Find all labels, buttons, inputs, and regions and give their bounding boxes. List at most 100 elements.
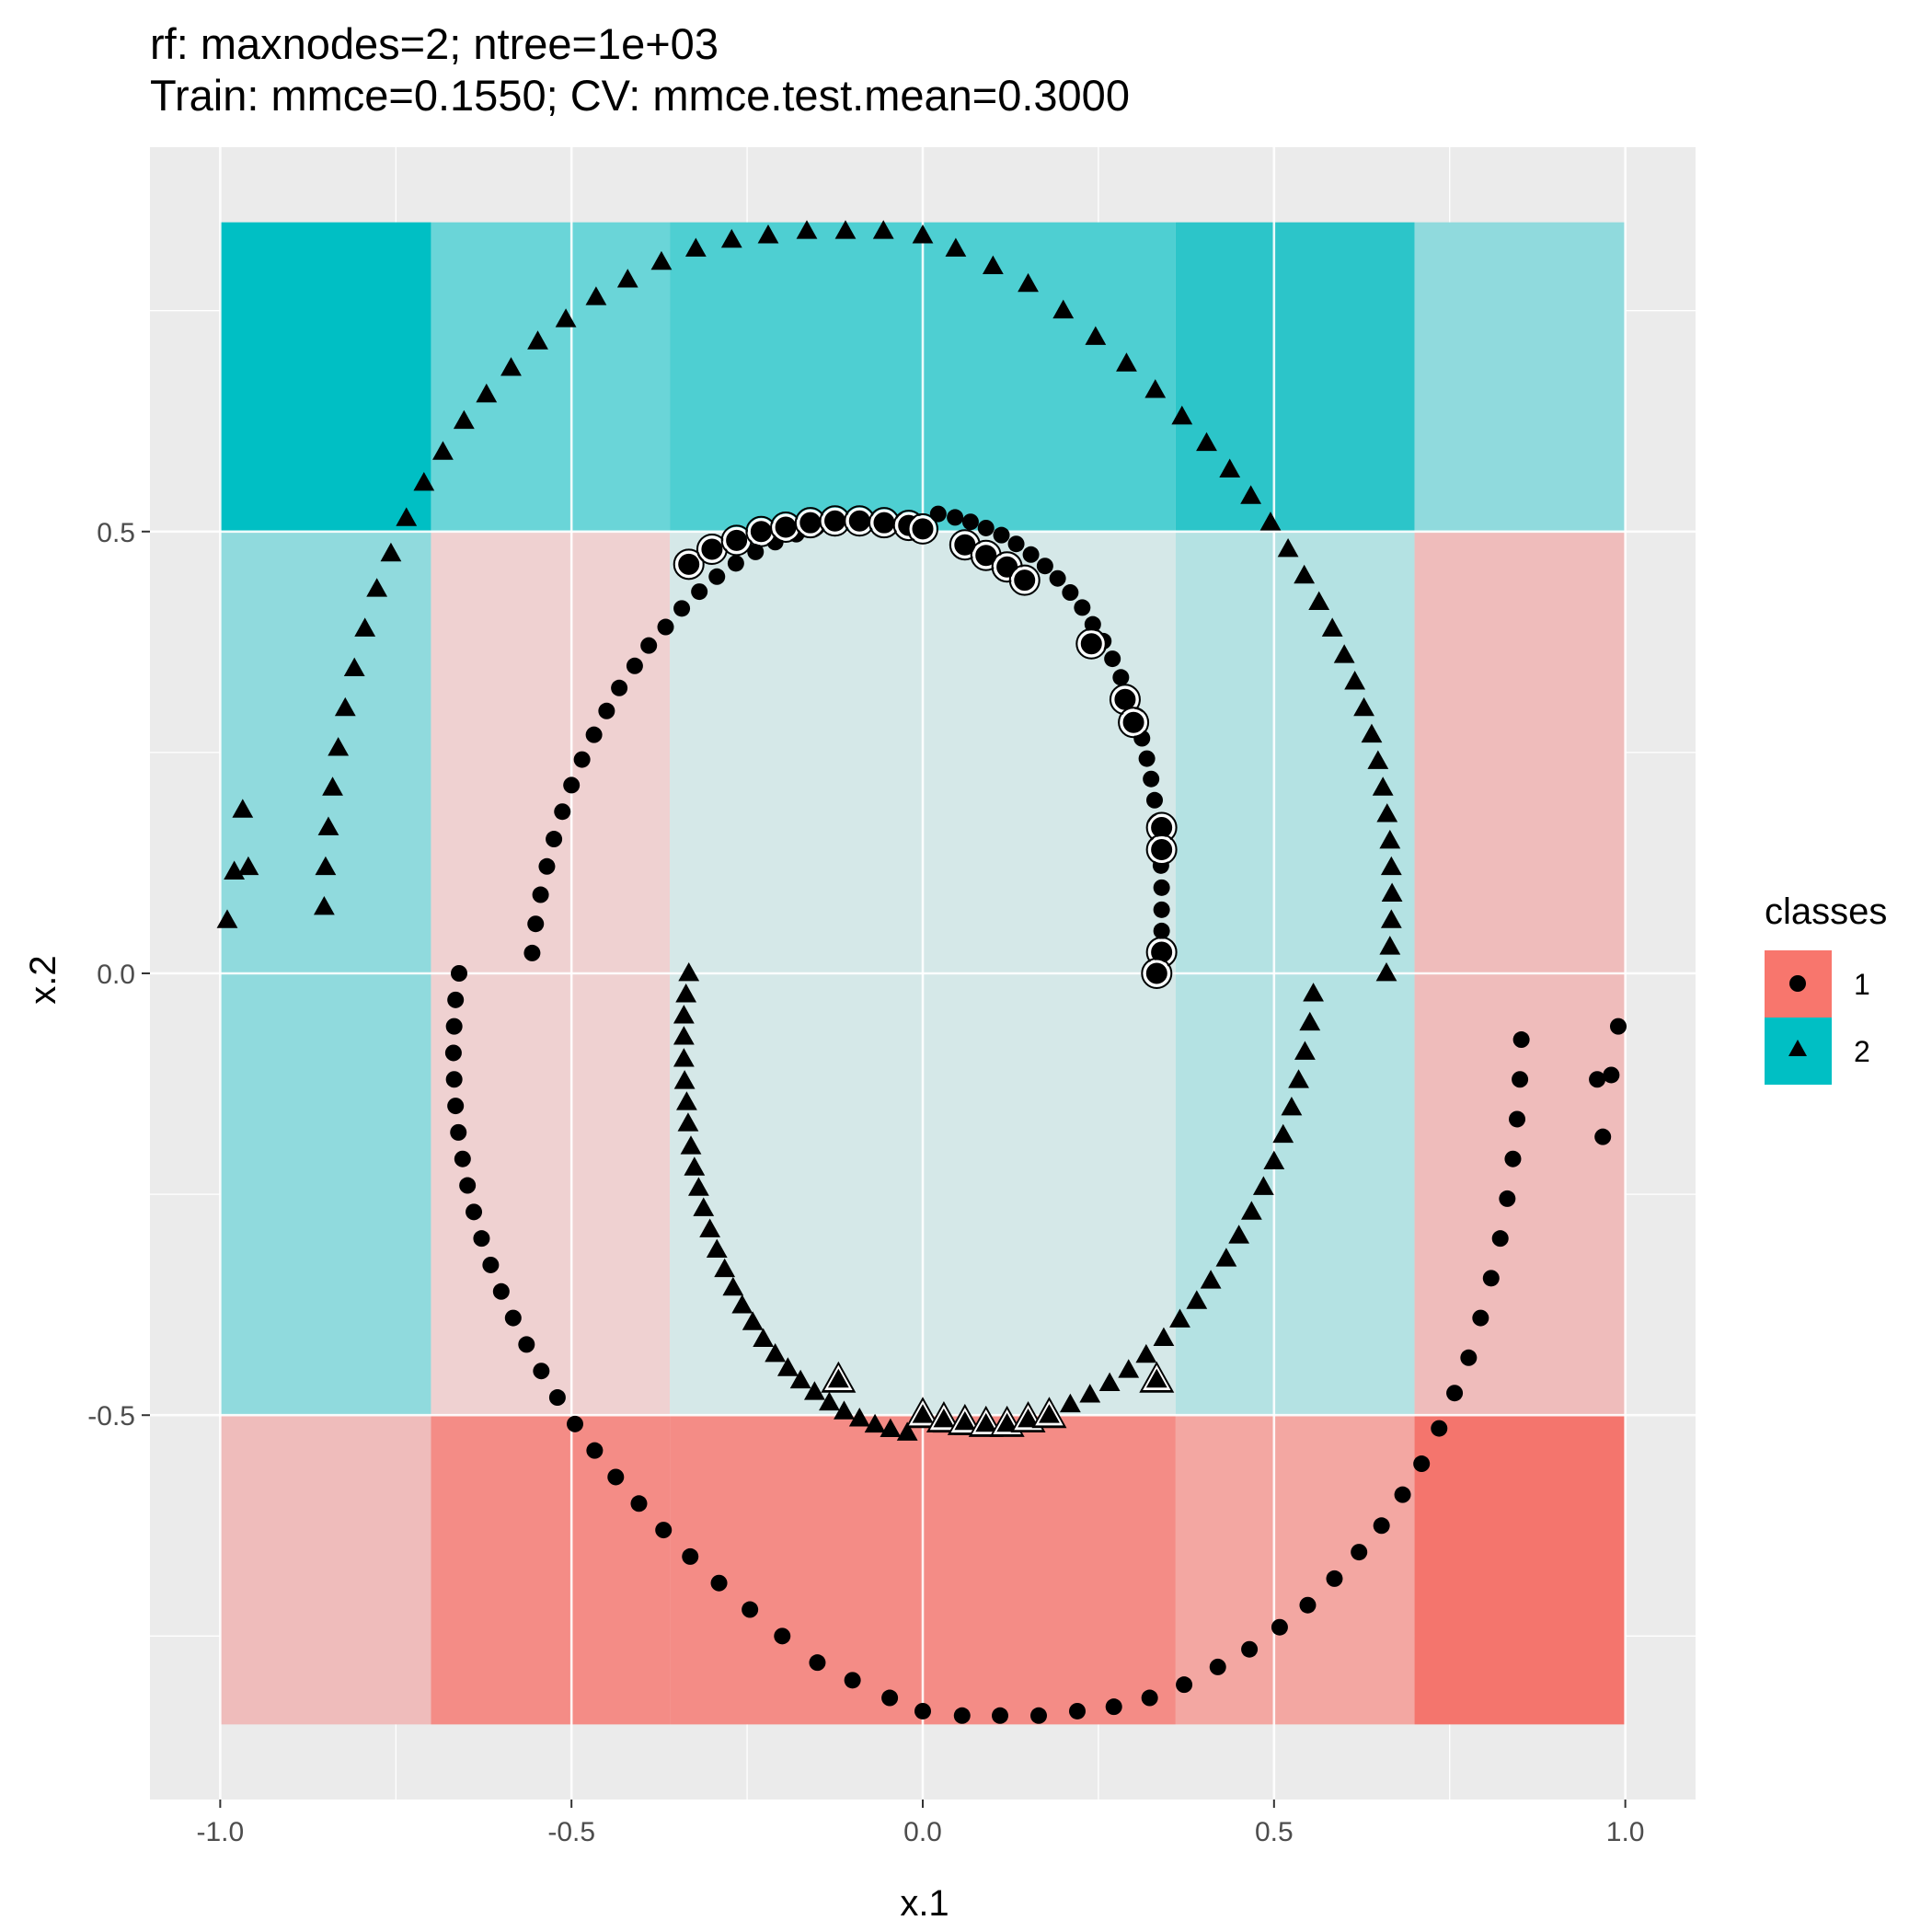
class-2-point xyxy=(1372,776,1394,796)
class-1-point xyxy=(1512,1031,1530,1049)
class-1-point xyxy=(1104,650,1121,668)
class-2-point xyxy=(706,1238,728,1259)
y-tick-label: 0.5 xyxy=(97,518,135,548)
class-1-point xyxy=(454,1150,471,1167)
class-1-point xyxy=(518,1336,535,1353)
class-2-point xyxy=(753,1328,775,1348)
class-2-highlighted-point xyxy=(1145,1368,1167,1388)
class-1-point xyxy=(626,657,643,674)
class-1-highlighted-point xyxy=(698,535,726,563)
class-2-point xyxy=(1116,352,1137,372)
class-2-point xyxy=(328,737,350,756)
class-1-point xyxy=(523,944,541,961)
class-2-point xyxy=(1098,1372,1121,1392)
region-tile xyxy=(220,1415,431,1725)
class-1-point xyxy=(1482,1270,1500,1287)
class-2-point xyxy=(555,308,577,328)
class-1-point xyxy=(450,1123,467,1141)
class-1-highlight-ring xyxy=(1141,958,1173,989)
class-1-point xyxy=(546,831,563,848)
class-2-point xyxy=(322,776,343,796)
class-2-point xyxy=(1240,485,1262,504)
class-1-point xyxy=(710,1574,728,1592)
class-2-point xyxy=(848,1408,870,1427)
class-1-point xyxy=(532,886,549,903)
major-grid xyxy=(150,147,1696,1800)
class-1-point xyxy=(585,726,603,743)
class-2-point xyxy=(1303,983,1324,1002)
data-points xyxy=(216,220,1627,1724)
class-1-point xyxy=(1209,1658,1226,1675)
class-1-point xyxy=(473,1230,490,1248)
class-1-point xyxy=(655,1522,673,1539)
class-2-point xyxy=(616,269,638,288)
class-1-point xyxy=(844,1672,861,1689)
class-1-point xyxy=(1603,1066,1620,1084)
class-1-point xyxy=(1610,1018,1627,1035)
class-2-point xyxy=(1375,962,1397,982)
class-2-point xyxy=(1219,458,1241,477)
class-1-point xyxy=(747,543,765,560)
class-1-highlighted-point xyxy=(845,507,873,535)
class-1-point xyxy=(691,583,708,601)
class-1-point xyxy=(1394,1486,1411,1503)
class-2-point xyxy=(413,471,435,491)
class-2-point xyxy=(804,1381,825,1400)
class-1-point xyxy=(1176,1676,1193,1694)
class-1-point xyxy=(1049,569,1066,587)
class-1-point xyxy=(482,1256,500,1273)
class-1-highlighted-point xyxy=(870,509,898,536)
class-1-point xyxy=(682,1547,699,1565)
class-2-point xyxy=(834,1400,855,1420)
class-2-point xyxy=(1281,1096,1303,1116)
class-2-point xyxy=(722,1276,744,1296)
class-2-point xyxy=(834,220,857,239)
class-1-point xyxy=(538,857,556,875)
class-2-point xyxy=(776,1357,799,1376)
class-2-point xyxy=(684,1156,706,1176)
class-2-point xyxy=(677,1112,699,1132)
class-2-point xyxy=(476,383,498,403)
class-1-point xyxy=(451,965,467,982)
class-2-point xyxy=(1118,1359,1140,1378)
class-1-point xyxy=(1141,1689,1158,1707)
y-tick-label: 0.0 xyxy=(97,960,135,990)
class-1-point xyxy=(1143,770,1160,788)
class-2-point xyxy=(650,250,673,270)
class-1-point xyxy=(533,1363,550,1380)
y-tick-label: -0.5 xyxy=(87,1401,135,1432)
region-tile xyxy=(1175,222,1415,532)
class-2-highlighted-point xyxy=(827,1368,849,1388)
class-2-point xyxy=(500,357,522,376)
class-1-point xyxy=(774,1627,791,1645)
class-2-point xyxy=(1367,750,1389,769)
class-1-point xyxy=(563,776,581,794)
class-1-point xyxy=(527,915,545,933)
class-1-point xyxy=(567,1415,583,1432)
class-1-point xyxy=(586,1442,604,1459)
class-1-point xyxy=(445,1071,463,1088)
y-axis-title: x.2 xyxy=(23,955,63,1004)
region-tile xyxy=(1414,1415,1626,1725)
class-1-point xyxy=(447,991,465,1008)
class-2-point xyxy=(1018,272,1039,293)
class-1-point xyxy=(554,803,571,821)
class-2-point xyxy=(1380,909,1402,928)
class-2-point xyxy=(765,1342,787,1363)
class-2-point xyxy=(872,220,894,239)
class-2-point xyxy=(1344,671,1366,690)
class-1-highlighted-point xyxy=(822,507,849,535)
class-1-point xyxy=(1504,1150,1522,1167)
class-2-point xyxy=(1299,1011,1321,1031)
class-2-point xyxy=(1379,829,1401,849)
class-1-highlighted-point xyxy=(772,513,799,541)
region-tile xyxy=(220,222,431,532)
class-1-highlighted-point xyxy=(723,526,751,554)
class-2-point xyxy=(673,1070,696,1089)
class-2-point xyxy=(912,224,934,244)
class-2-point xyxy=(224,860,246,880)
class-2-point xyxy=(678,962,700,982)
class-2-point xyxy=(585,286,607,305)
class-2-point xyxy=(1135,1343,1157,1363)
class-1-point xyxy=(492,1282,510,1300)
